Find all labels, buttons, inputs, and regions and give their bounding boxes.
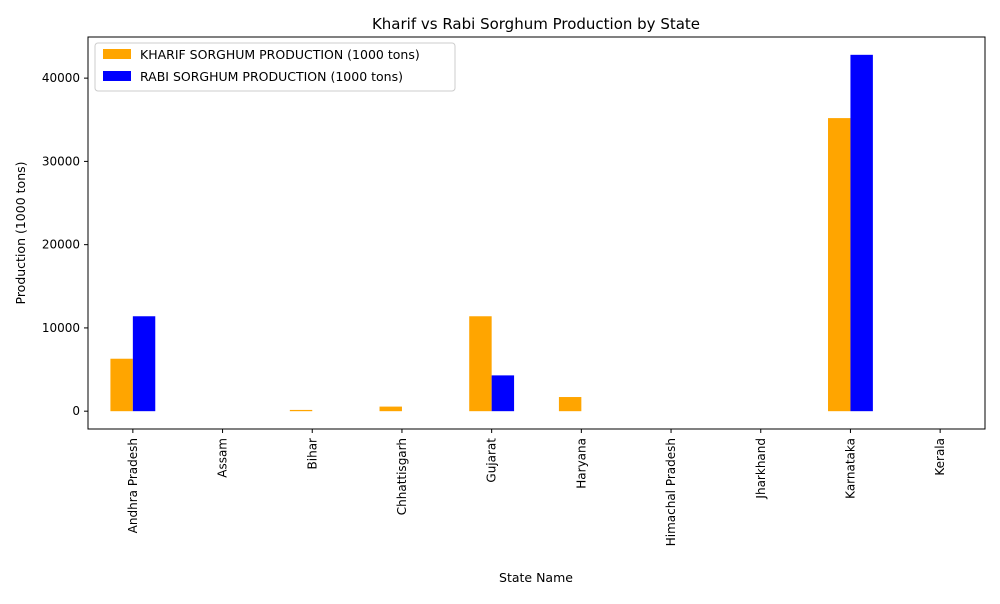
x-tick-label: Assam [216,438,230,478]
y-tick-label: 20000 [42,238,80,252]
legend-swatch-rabi [103,71,131,81]
y-axis-label: Production (1000 tons) [13,162,28,305]
legend-label-kharif: KHARIF SORGHUM PRODUCTION (1000 tons) [140,47,420,62]
y-tick-label: 0 [72,404,80,418]
x-tick-label: Himachal Pradesh [664,438,678,546]
bar-kharif-4 [469,316,492,412]
x-tick-label: Andhra Pradesh [126,438,140,533]
bar-kharif-2 [289,409,313,412]
bar-kharif-8 [828,118,851,412]
x-tick-label: Gujarat [485,438,499,483]
legend-box [94,42,456,92]
y-tick-label: 10000 [42,321,80,335]
y-tick-label: 30000 [42,154,80,168]
bar-kharif-0 [110,358,133,412]
legend: KHARIF SORGHUM PRODUCTION (1000 tons) RA… [94,42,456,92]
bar-rabi-0 [132,316,156,412]
x-axis-label: State Name [499,570,573,585]
y-tick-label: 40000 [42,71,80,85]
x-tick-label: Bihar [305,438,319,470]
chart-title: Kharif vs Rabi Sorghum Production by Sta… [372,15,700,33]
bar-rabi-8 [850,54,873,412]
x-tick-label: Haryana [574,438,588,489]
bar-kharif-3 [379,406,402,412]
legend-label-rabi: RABI SORGHUM PRODUCTION (1000 tons) [140,69,403,84]
y-axis-ticks: 0 10000 20000 30000 40000 [42,71,88,418]
x-tick-label: Kerala [933,438,947,476]
bars-layer [110,54,873,412]
x-tick-label: Karnataka [843,438,857,499]
legend-swatch-kharif [103,49,131,59]
x-tick-label: Jharkhand [754,438,768,500]
x-axis-ticks: Andhra Pradesh Assam Bihar Chhattisgarh Guja… [126,429,947,546]
bar-kharif-5 [558,397,582,412]
x-tick-label: Chhattisgarh [395,438,409,515]
bar-rabi-4 [491,375,515,412]
plot-frame [87,36,986,430]
